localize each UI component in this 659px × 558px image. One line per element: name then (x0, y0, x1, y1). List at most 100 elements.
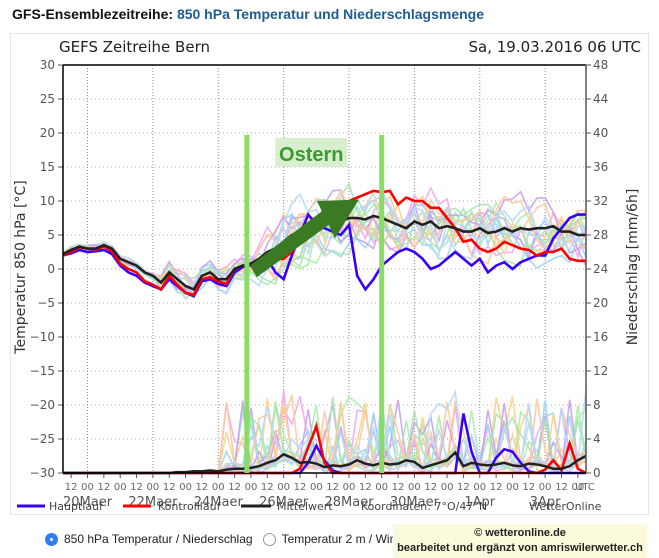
heading-sub: 850 hPa Temperatur und Niederschlagsmeng… (176, 6, 485, 22)
ostern-label-bg (275, 138, 348, 167)
footer: 850 hPa Temperatur / Niederschlag Temper… (0, 520, 659, 558)
y2-tick-label: 48 (593, 58, 608, 72)
credit-line-2: bearbeitet und ergänzt von amriswilerwet… (397, 542, 643, 554)
member-temp-line (62, 189, 587, 294)
credit-line-1: © wetteronline.de (474, 527, 566, 539)
x-tick-label: 00 (571, 482, 584, 493)
chart-frame: 30 48 25 44 20 40 15 36 10 32 5 28 0 24 −5 20 −10 16 −15 12… (10, 33, 649, 515)
y2-tick-label: 40 (593, 126, 608, 140)
y2-tick-label: 44 (593, 92, 608, 106)
y2-tick-label: 4 (593, 432, 601, 446)
x-tick-label: 12 (555, 482, 568, 493)
legend-mittelwert: Mittelwert (277, 500, 333, 513)
run-label: Sa, 19.03.2016 06 UTC (469, 38, 642, 56)
x-tick-label: 12 (326, 482, 339, 493)
trend-arrow-icon (249, 199, 359, 278)
chart-type-radio-group: 850 hPa Temperatur / Niederschlag Temper… (45, 532, 413, 546)
x-tick-label: 12 (424, 482, 437, 493)
x-tick-label: 12 (196, 482, 209, 493)
y-tick-label: −25 (30, 432, 55, 446)
x-tick-label: 12 (65, 482, 78, 493)
x-tick-label: 00 (310, 482, 323, 493)
ostern-end-line (379, 135, 385, 473)
x-tick-label: 00 (114, 482, 127, 493)
radio-label: Temperatur 2 m / Wind (281, 532, 403, 546)
radio-label: 850 hPa Temperatur / Niederschlag (64, 532, 253, 546)
x-day-label: 26Maer (259, 495, 309, 510)
x-tick-label: 12 (261, 482, 274, 493)
y-tick-label: −20 (30, 398, 55, 412)
y-tick-label: 25 (40, 92, 55, 106)
x-tick-label: 12 (490, 482, 503, 493)
credit-box: © wetteronline.de bearbeitet und ergänzt… (393, 524, 647, 558)
y-tick-label: 30 (40, 58, 55, 72)
x-tick-label: 12 (97, 482, 110, 493)
x-tick-label: 12 (130, 482, 143, 493)
y-tick-label: 20 (40, 126, 55, 140)
legend-coordinates: Koordinaten: 7°O/47°N (361, 500, 487, 513)
x-tick-label: 00 (147, 482, 160, 493)
x-tick-label: 00 (539, 482, 552, 493)
x-tick-label: 12 (522, 482, 535, 493)
y2-tick-label: 32 (593, 194, 608, 208)
legend: Hauptlauf Kontrolllauf Mittelwert Koordi… (17, 500, 602, 513)
y2-tick-label: 8 (593, 398, 601, 412)
ostern-label: Ostern (279, 144, 343, 166)
legend-kontrolllauf: Kontrolllauf (158, 500, 222, 513)
y-axis-label: Temperatur 850 hPa [°C] (13, 180, 29, 354)
x-day-label: 28Maer (324, 495, 374, 510)
x-tick-label: 12 (294, 482, 307, 493)
radio-850hpa[interactable]: 850 hPa Temperatur / Niederschlag (45, 532, 253, 546)
y2-tick-label: 12 (593, 364, 608, 378)
legend-hauptlauf: Hauptlauf (49, 500, 104, 513)
radio-unselected-icon[interactable] (262, 532, 276, 546)
x-day-label: 24Maer (194, 495, 244, 510)
y-tick-label: −10 (30, 330, 55, 344)
chart-title: GEFS Zeitreihe Bern (59, 38, 210, 56)
y2-tick-label: 28 (593, 228, 608, 242)
heading-main: GFS-Ensemblezeitreihe: (12, 6, 174, 22)
y-tick-label: 15 (40, 160, 55, 174)
x-tick-label: 12 (163, 482, 176, 493)
y2-tick-label: 16 (593, 330, 608, 344)
x-tick-label: 12 (392, 482, 405, 493)
y2-axis-label: Niederschlag [mm/6h] (625, 189, 641, 346)
x-unit-label: UTC (575, 482, 595, 493)
x-tick-label: 00 (179, 482, 192, 493)
x-tick-label: 00 (408, 482, 421, 493)
x-tick-label: 00 (343, 482, 356, 493)
y-tick-label: 0 (47, 262, 55, 276)
member-temp-line (62, 198, 587, 300)
x-tick-label: 00 (277, 482, 290, 493)
x-day-label: 3Apr (530, 495, 561, 510)
y2-tick-label: 36 (593, 160, 608, 174)
x-tick-label: 12 (457, 482, 470, 493)
page-heading: GFS-Ensemblezeitreihe: 850 hPa Temperatu… (12, 6, 484, 22)
y-tick-label: −15 (30, 364, 55, 378)
x-tick-label: 12 (228, 482, 241, 493)
x-tick-label: 00 (245, 482, 258, 493)
x-tick-label: 00 (375, 482, 388, 493)
y2-tick-label: 20 (593, 296, 608, 310)
x-tick-label: 00 (473, 482, 486, 493)
x-tick-label: 00 (212, 482, 225, 493)
y2-tick-label: 0 (593, 466, 601, 480)
y-tick-label: 10 (40, 194, 55, 208)
x-tick-label: 00 (441, 482, 454, 493)
y-tick-label: −5 (37, 296, 55, 310)
radio-temp2m[interactable]: Temperatur 2 m / Wind (262, 532, 403, 546)
y2-tick-label: 24 (593, 262, 608, 276)
ostern-start-line (244, 135, 250, 473)
x-tick-label: 00 (81, 482, 94, 493)
x-day-label: 30Maer (390, 495, 440, 510)
member-temp-line (62, 182, 587, 286)
x-tick-label: 12 (359, 482, 372, 493)
x-day-label: 20Maer (63, 495, 113, 510)
y-tick-label: −30 (30, 466, 55, 480)
radio-selected-icon[interactable] (45, 532, 58, 546)
legend-source: WetterOnline (529, 500, 602, 513)
annotations: Ostern (244, 135, 385, 473)
x-day-label: 1Apr (464, 495, 495, 510)
